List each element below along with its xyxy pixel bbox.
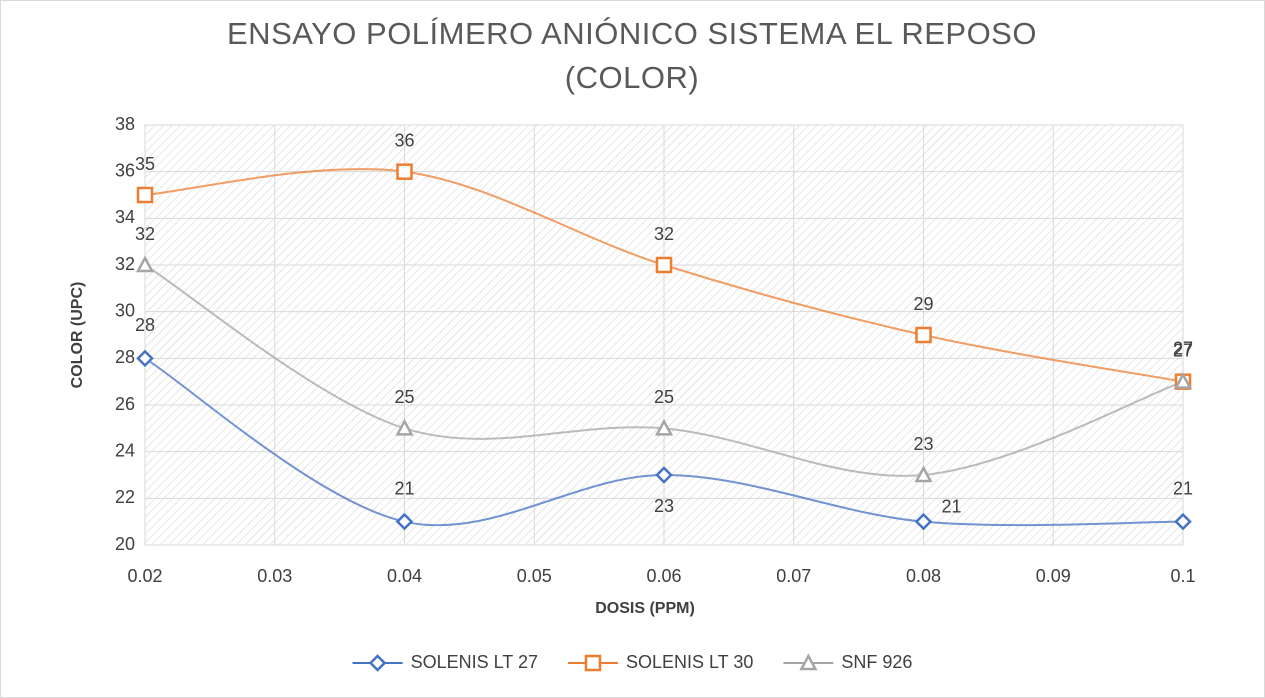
marker [655,466,673,484]
marker [1174,512,1192,531]
y-tick-label: 32 [115,254,135,274]
x-tick-label: 0.06 [646,566,681,586]
marker [914,465,933,483]
legend: SOLENIS LT 27 SOLENIS LT 30 SNF 926 [352,652,912,672]
data-label: 36 [394,130,414,150]
y-tick-label: 34 [115,207,135,227]
data-label: 23 [913,434,933,454]
x-tick-label: 0.09 [1036,566,1071,586]
y-tick-label: 26 [115,394,135,414]
y-tick-label: 30 [115,300,135,320]
marker [914,512,933,531]
data-label: 35 [135,154,155,174]
data-label: 32 [654,224,674,244]
data-label: 32 [135,224,155,244]
marker [799,653,818,671]
marker [395,512,414,531]
marker [395,418,414,436]
data-label: 21 [1173,478,1193,498]
data-label: 27 [1173,338,1193,358]
data-label: 25 [654,387,674,407]
legend-label: SOLENIS LT 30 [626,652,753,672]
x-tick-label: 0.08 [906,566,941,586]
x-tick-label: 0.04 [387,566,422,586]
y-tick-label: 36 [115,160,135,180]
y-tick-label: 22 [115,487,135,507]
data-label: 21 [394,478,414,498]
y-tick-label: 28 [115,347,135,367]
x-tick-label: 0.05 [517,566,552,586]
marker [654,418,674,436]
marker [584,654,602,672]
marker [396,163,413,180]
y-axis-title: COLOR (UPC) [69,282,86,389]
marker [135,255,155,273]
data-label: 27 [1173,340,1193,360]
legend-label: SOLENIS LT 27 [411,652,538,672]
x-tick-label: 0.03 [257,566,292,586]
marker [368,654,387,672]
chart-title: ENSAYO POLÍMERO ANIÓNICO SISTEMA EL REPO… [227,16,1037,95]
x-tick-label: 0.07 [776,566,811,586]
x-tick-label: 0.02 [127,566,162,586]
x-tick-label: 0.1 [1170,566,1195,586]
marker [655,256,673,274]
marker [1173,372,1193,389]
y-tick-label: 38 [115,114,135,134]
marker [136,186,154,204]
data-label: 23 [654,496,674,516]
data-label: 28 [135,315,155,335]
x-axis-title: DOSIS (PPM) [595,600,695,617]
data-label: 21 [941,496,961,516]
marker [136,349,154,368]
data-label: 29 [913,294,933,314]
y-tick-label: 24 [115,440,135,460]
marker [915,326,932,344]
legend-label: SNF 926 [841,652,912,672]
data-label: 25 [394,387,414,407]
y-tick-label: 20 [115,534,135,554]
